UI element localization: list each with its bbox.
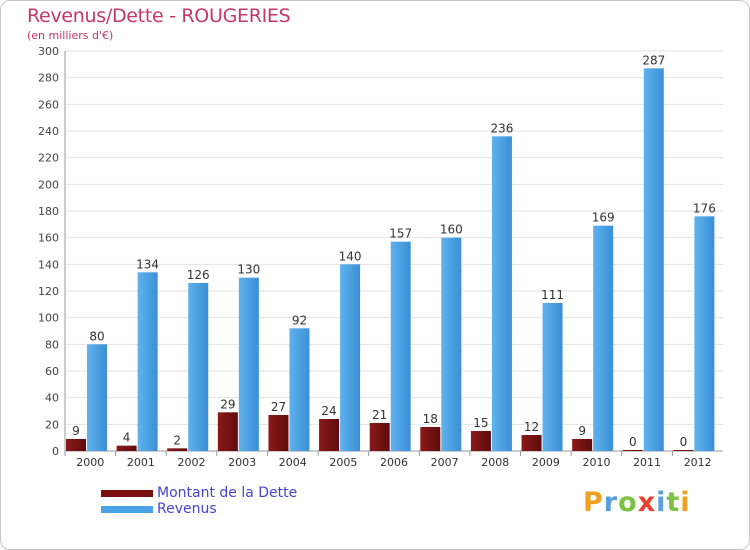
bar-dette bbox=[470, 431, 491, 451]
x-tick-label: 2012 bbox=[684, 456, 712, 469]
logo-letter: t bbox=[666, 487, 681, 518]
bar-revenus bbox=[137, 272, 158, 451]
legend-label-dette: Montant de la Dette bbox=[157, 485, 298, 501]
chart-subtitle: (en milliers d'€) bbox=[27, 29, 114, 42]
x-tick-label: 2007 bbox=[431, 456, 459, 469]
legend-label-revenus: Revenus bbox=[157, 501, 217, 517]
data-label-revenus: 111 bbox=[541, 288, 564, 302]
bar-dette bbox=[369, 423, 390, 451]
x-tick-label: 2008 bbox=[481, 456, 509, 469]
logo-letter: x bbox=[637, 487, 657, 518]
x-tick-label: 2003 bbox=[228, 456, 256, 469]
data-label-dette: 15 bbox=[473, 416, 488, 430]
bar-dette bbox=[319, 419, 340, 451]
y-tick-label: 260 bbox=[38, 98, 59, 111]
bar-revenus bbox=[441, 237, 462, 451]
bar-dette bbox=[167, 448, 188, 451]
bar-dette bbox=[268, 415, 289, 451]
x-tick-label: 2004 bbox=[279, 456, 307, 469]
logo-letter: P bbox=[583, 487, 604, 518]
logo-letter: i bbox=[656, 487, 667, 518]
data-label-revenus: 287 bbox=[642, 53, 665, 67]
bar-revenus bbox=[542, 303, 563, 451]
x-tick-label: 2006 bbox=[380, 456, 408, 469]
bar-dette bbox=[116, 445, 137, 451]
data-label-dette: 0 bbox=[629, 435, 637, 449]
x-tick-label: 2002 bbox=[178, 456, 206, 469]
data-label-revenus: 134 bbox=[136, 257, 159, 271]
x-tick-label: 2000 bbox=[76, 456, 104, 469]
data-label-revenus: 92 bbox=[292, 313, 307, 327]
bar-revenus bbox=[491, 136, 512, 452]
bar-revenus bbox=[87, 344, 107, 451]
data-label-revenus: 169 bbox=[592, 211, 615, 225]
bar-dette bbox=[673, 450, 694, 451]
bar-dette bbox=[622, 450, 643, 451]
proxiti-logo: Proxiti bbox=[583, 487, 691, 518]
bar-revenus bbox=[188, 283, 209, 451]
y-tick-label: 200 bbox=[38, 178, 59, 191]
bar-revenus bbox=[593, 225, 614, 451]
bar-dette bbox=[66, 439, 86, 451]
y-tick-label: 40 bbox=[45, 392, 59, 405]
data-label-dette: 29 bbox=[220, 397, 235, 411]
data-label-dette: 27 bbox=[271, 400, 286, 414]
y-tick-label: 220 bbox=[38, 152, 59, 165]
chart-title: Revenus/Dette - ROUGERIES bbox=[27, 5, 291, 27]
y-tick-label: 140 bbox=[38, 258, 59, 271]
bar-revenus bbox=[238, 277, 259, 451]
logo-letter: o bbox=[618, 487, 638, 518]
data-label-revenus: 176 bbox=[693, 201, 716, 215]
data-label-dette: 24 bbox=[321, 404, 336, 418]
data-label-revenus: 80 bbox=[89, 329, 104, 343]
legend-swatch-dette bbox=[101, 490, 153, 497]
x-tick-label: 2011 bbox=[633, 456, 661, 469]
x-tick-label: 2005 bbox=[329, 456, 357, 469]
y-tick-label: 240 bbox=[38, 125, 59, 138]
y-tick-label: 0 bbox=[52, 445, 59, 458]
data-label-revenus: 126 bbox=[187, 268, 210, 282]
data-label-dette: 12 bbox=[524, 420, 539, 434]
x-tick-label: 2001 bbox=[127, 456, 155, 469]
logo-letter: i bbox=[680, 487, 691, 518]
y-tick-label: 120 bbox=[38, 285, 59, 298]
bar-revenus bbox=[390, 241, 411, 451]
data-label-dette: 21 bbox=[372, 408, 387, 422]
data-label-revenus: 157 bbox=[389, 227, 412, 241]
y-tick-label: 20 bbox=[45, 418, 59, 431]
bar-revenus bbox=[643, 68, 664, 451]
legend-swatch-revenus bbox=[101, 506, 153, 513]
y-tick-label: 80 bbox=[45, 338, 59, 351]
data-label-revenus: 130 bbox=[237, 263, 260, 277]
y-tick-label: 100 bbox=[38, 312, 59, 325]
bar-dette bbox=[420, 427, 441, 451]
data-label-dette: 0 bbox=[680, 435, 688, 449]
bar-dette bbox=[521, 435, 542, 451]
bar-revenus bbox=[694, 216, 715, 451]
y-tick-label: 180 bbox=[38, 205, 59, 218]
data-label-dette: 2 bbox=[173, 433, 181, 447]
data-label-dette: 9 bbox=[72, 424, 80, 438]
bar-revenus bbox=[289, 328, 310, 451]
y-tick-label: 160 bbox=[38, 232, 59, 245]
data-label-revenus: 160 bbox=[440, 223, 463, 237]
bar-revenus bbox=[340, 264, 361, 451]
x-tick-label: 2010 bbox=[582, 456, 610, 469]
data-label-revenus: 236 bbox=[490, 121, 513, 135]
y-tick-label: 300 bbox=[38, 45, 59, 58]
bar-dette bbox=[572, 439, 593, 451]
data-label-revenus: 140 bbox=[339, 249, 362, 263]
data-label-dette: 9 bbox=[578, 424, 586, 438]
data-label-dette: 18 bbox=[423, 412, 438, 426]
y-tick-label: 280 bbox=[38, 72, 59, 85]
x-tick-label: 2009 bbox=[532, 456, 560, 469]
logo-letter: r bbox=[603, 487, 619, 518]
y-tick-label: 60 bbox=[45, 365, 59, 378]
bar-dette bbox=[217, 412, 238, 451]
data-label-dette: 4 bbox=[123, 431, 131, 445]
